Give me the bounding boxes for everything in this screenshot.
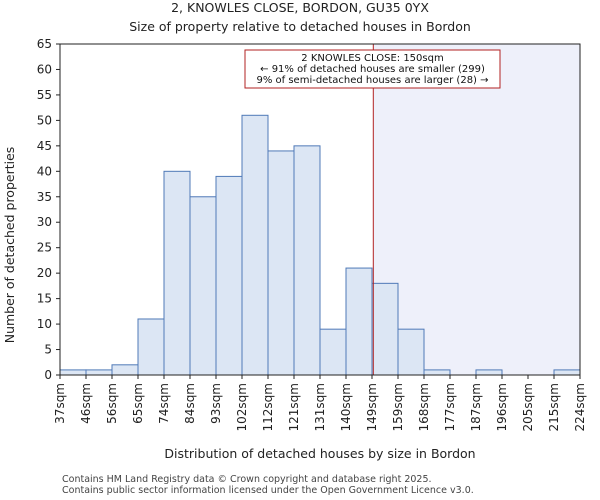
footer-line-1: Contains HM Land Registry data © Crown c…: [62, 474, 432, 485]
annotation-line-1: 2 KNOWLES CLOSE: 150sqm: [301, 53, 443, 64]
x-tick-label: 168sqm: [417, 383, 431, 431]
chart-title: 2, KNOWLES CLOSE, BORDON, GU35 0YX: [171, 0, 429, 15]
footer-line-2: Contains public sector information licen…: [62, 485, 474, 496]
x-tick-label: 37sqm: [53, 383, 67, 424]
x-tick-label: 159sqm: [391, 383, 405, 431]
x-tick-label: 56sqm: [105, 383, 119, 424]
y-tick-label: 60: [37, 62, 52, 76]
bar-168sqm: [423, 369, 451, 376]
bar-131sqm: [319, 328, 347, 376]
y-tick-label: 55: [37, 88, 52, 102]
bar-74sqm: [163, 170, 191, 376]
bar-46sqm: [85, 369, 113, 376]
y-tick-label: 50: [37, 113, 52, 127]
y-tick-label: 0: [44, 368, 52, 382]
x-tick-label: 215sqm: [547, 383, 561, 431]
x-tick-label: 65sqm: [131, 383, 145, 424]
y-tick-label: 15: [37, 292, 52, 306]
y-axis-label: Number of detached properties: [2, 147, 17, 344]
y-tick-label: 10: [37, 317, 52, 331]
y-tick-label: 30: [37, 215, 52, 229]
annotation-line-3: 9% of semi-detached houses are larger (2…: [256, 75, 488, 86]
x-tick-label: 46sqm: [79, 383, 93, 424]
bar-140sqm: [345, 267, 373, 376]
bar-84sqm: [189, 196, 217, 376]
chart-subtitle: Size of property relative to detached ho…: [129, 19, 471, 34]
x-tick-label: 140sqm: [339, 383, 353, 431]
x-tick-label: 177sqm: [443, 383, 457, 431]
bar-159sqm: [397, 328, 425, 376]
bar-112sqm: [267, 150, 295, 376]
y-tick-label: 20: [37, 266, 52, 280]
bar-56sqm: [111, 364, 139, 376]
bar-121sqm: [293, 145, 321, 376]
y-tick-label: 65: [37, 37, 52, 51]
highlight-region: [373, 44, 580, 375]
bar-187sqm: [475, 369, 503, 376]
x-tick-label: 149sqm: [365, 383, 379, 431]
x-tick-label: 205sqm: [521, 383, 535, 431]
bar-102sqm: [241, 114, 269, 376]
x-tick-label: 93sqm: [209, 383, 223, 424]
x-tick-label: 121sqm: [287, 383, 301, 431]
bar-65sqm: [137, 318, 165, 376]
annotation-line-2: ← 91% of detached houses are smaller (29…: [260, 64, 485, 75]
y-tick-label: 5: [44, 343, 52, 357]
y-tick-label: 25: [37, 241, 52, 255]
y-tick-label: 45: [37, 139, 52, 153]
y-tick-label: 40: [37, 164, 52, 178]
bar-37sqm: [59, 369, 87, 376]
x-tick-label: 74sqm: [157, 383, 171, 424]
bar-93sqm: [215, 175, 243, 376]
annotation-box: 2 KNOWLES CLOSE: 150sqm ← 91% of detache…: [244, 49, 501, 89]
x-tick-label: 112sqm: [261, 383, 275, 431]
x-tick-label: 102sqm: [235, 383, 249, 431]
x-axis-label: Distribution of detached houses by size …: [164, 446, 475, 461]
x-tick-label: 84sqm: [183, 383, 197, 424]
x-tick-label: 224sqm: [573, 383, 587, 431]
x-tick-label: 196sqm: [495, 383, 509, 431]
y-tick-label: 35: [37, 190, 52, 204]
bar-215sqm: [553, 369, 581, 376]
x-tick-label: 187sqm: [469, 383, 483, 431]
annotation-frame: [244, 49, 501, 89]
bar-149sqm: [371, 282, 399, 376]
x-tick-label: 131sqm: [313, 383, 327, 431]
